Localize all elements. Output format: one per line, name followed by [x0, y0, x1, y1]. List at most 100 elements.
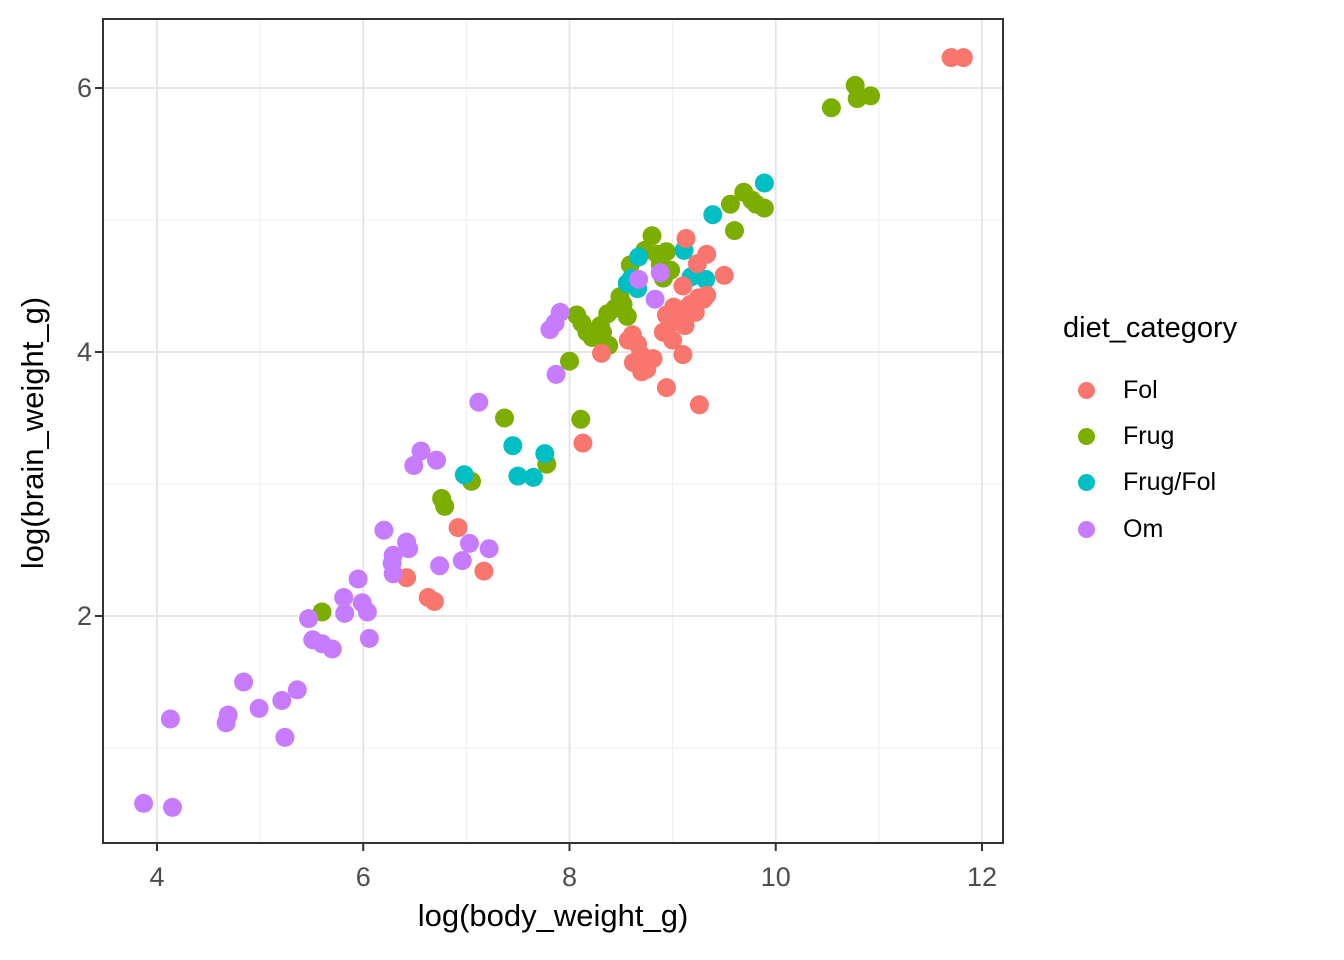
- legend-dot-icon: [1078, 520, 1095, 538]
- data-point: [703, 205, 723, 225]
- data-point: [448, 518, 468, 538]
- x-tick-label: 6: [356, 862, 371, 892]
- data-point: [754, 198, 774, 218]
- data-point: [642, 226, 662, 246]
- data-point: [645, 289, 665, 309]
- legend-item-label: Frug/Fol: [1123, 468, 1217, 497]
- data-point: [383, 545, 403, 565]
- data-point: [696, 269, 716, 289]
- data-point: [632, 362, 652, 382]
- data-point: [571, 409, 591, 429]
- legend-item: Fol: [1063, 367, 1237, 413]
- data-point: [546, 364, 566, 384]
- data-point: [163, 797, 182, 817]
- data-point: [650, 263, 670, 283]
- data-point: [754, 173, 774, 193]
- data-point: [134, 793, 154, 813]
- legend-item-label: Om: [1123, 514, 1164, 543]
- data-point: [357, 602, 377, 622]
- data-point: [523, 467, 543, 487]
- legend-title: diet_category: [1063, 312, 1238, 344]
- x-tick-label: 4: [149, 862, 164, 892]
- data-point: [399, 539, 419, 559]
- y-tick-label: 2: [77, 601, 92, 631]
- legend-item-label: Fol: [1123, 375, 1158, 404]
- data-point: [676, 229, 696, 248]
- data-point: [359, 628, 379, 648]
- legend-dot-icon: [1078, 428, 1095, 446]
- data-point: [861, 86, 881, 106]
- data-point: [335, 603, 355, 623]
- data-point: [322, 639, 342, 659]
- x-tick-label: 10: [761, 862, 791, 892]
- data-point: [508, 466, 528, 486]
- data-point: [720, 194, 740, 214]
- data-point: [821, 98, 841, 118]
- legend-item: Frug/Fol: [1063, 460, 1237, 506]
- data-point: [411, 441, 431, 461]
- legend: diet_category Fol Frug Frug/Fol Om: [1063, 312, 1237, 553]
- data-point: [560, 351, 579, 371]
- data-point: [160, 709, 180, 729]
- data-point: [383, 564, 403, 584]
- data-point: [495, 408, 514, 428]
- data-point: [643, 349, 663, 369]
- data-point: [725, 221, 744, 241]
- data-point: [424, 592, 444, 611]
- data-point: [469, 392, 489, 412]
- data-point: [617, 306, 637, 326]
- plot-panel: [103, 19, 1003, 843]
- x-tick-label: 12: [967, 862, 997, 892]
- panel-border: [102, 18, 1004, 844]
- data-point: [629, 269, 649, 289]
- data-point: [454, 465, 474, 485]
- x-axis-title: log(body_weight_g): [417, 898, 689, 933]
- data-point: [535, 444, 555, 464]
- x-tick-label: 8: [562, 862, 577, 892]
- data-point: [673, 345, 693, 365]
- legend-item-label: Frug: [1123, 422, 1175, 451]
- data-point: [689, 395, 709, 415]
- data-point: [249, 698, 269, 718]
- data-point: [550, 302, 570, 322]
- y-tick-label: 4: [77, 337, 92, 367]
- legend-item: Frug: [1063, 413, 1237, 459]
- legend-items: Fol Frug Frug/Fol Om: [1063, 367, 1237, 553]
- data-point: [427, 450, 446, 470]
- data-point: [479, 539, 499, 559]
- data-point: [452, 551, 472, 571]
- data-point: [653, 322, 673, 342]
- data-point: [697, 244, 717, 264]
- y-tick-label: 6: [77, 73, 92, 103]
- data-point: [287, 680, 307, 700]
- legend-item: Om: [1063, 506, 1237, 552]
- data-point: [474, 561, 494, 581]
- data-point: [629, 247, 649, 267]
- y-axis-title: log(brain_weight_g): [15, 296, 50, 570]
- data-point: [404, 456, 424, 475]
- data-point: [299, 609, 319, 629]
- data-point: [714, 265, 734, 285]
- data-point: [673, 276, 693, 296]
- data-point: [275, 727, 295, 747]
- data-point: [435, 496, 455, 516]
- data-point: [680, 295, 700, 314]
- data-point: [592, 343, 611, 363]
- data-point: [234, 672, 254, 692]
- data-point: [460, 533, 479, 553]
- data-point: [218, 705, 238, 725]
- data-point: [573, 433, 593, 453]
- data-point: [430, 556, 450, 576]
- legend-dot-icon: [1078, 381, 1095, 399]
- data-point: [656, 378, 676, 398]
- data-point: [503, 436, 523, 456]
- data-point: [374, 520, 394, 540]
- data-point: [334, 588, 354, 607]
- legend-dot-icon: [1078, 474, 1095, 492]
- data-point: [953, 48, 973, 68]
- data-point: [272, 691, 292, 710]
- data-point: [348, 569, 368, 589]
- data-point: [675, 316, 695, 336]
